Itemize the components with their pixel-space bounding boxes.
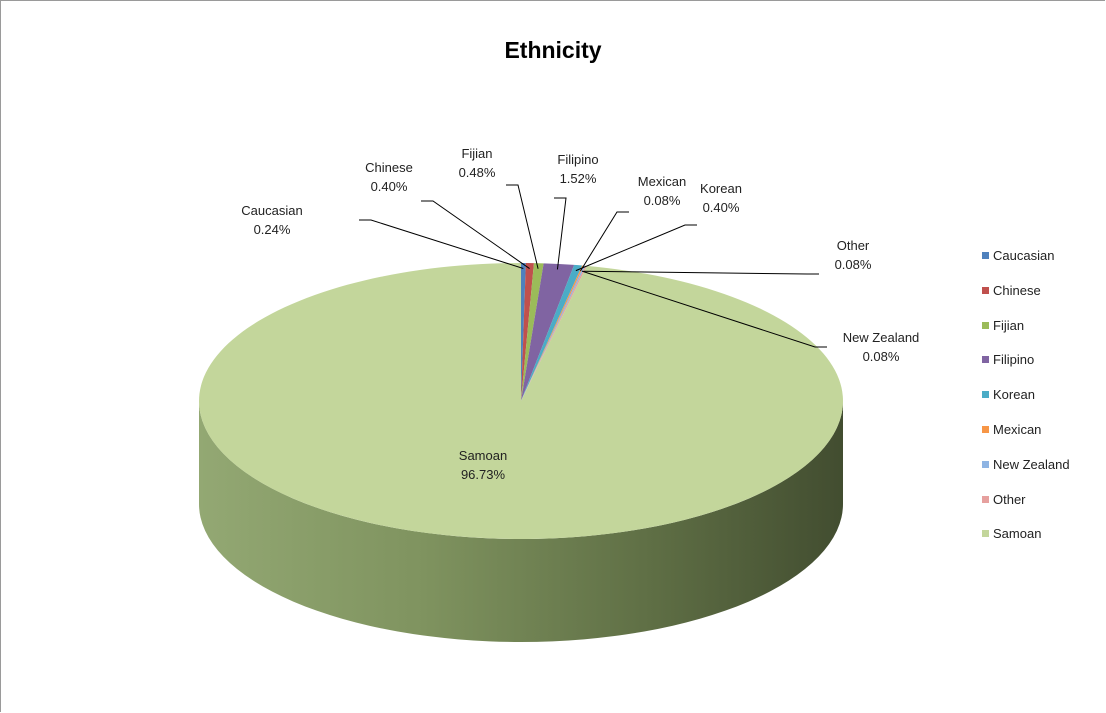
leader-line-new-zealand xyxy=(581,270,827,348)
leader-line-filipino xyxy=(554,197,567,270)
leader-line-korean xyxy=(575,224,697,272)
leader-line-other xyxy=(583,270,819,275)
leader-line-fijian xyxy=(506,184,539,269)
legend-swatch-new-zealand xyxy=(982,460,989,468)
data-label-name-caucasian: Caucasian xyxy=(241,203,302,218)
data-label-name-samoan: Samoan xyxy=(459,448,507,463)
pie-slices xyxy=(199,263,844,540)
legend: Caucasian Chinese Fijian Filipino Korean Mexi… xyxy=(982,247,1070,560)
pie-slice-korean xyxy=(521,264,583,401)
data-label-name-fijian: Fijian xyxy=(461,146,492,161)
legend-label-chinese: Chinese xyxy=(993,282,1041,298)
data-label-value-fijian: 0.48% xyxy=(459,165,496,180)
pie-slice-caucasian xyxy=(521,263,526,401)
legend-item-samoan: Samoan xyxy=(982,525,1070,560)
leader-lines xyxy=(359,184,827,348)
legend-label-fijian: Fijian xyxy=(993,317,1025,333)
pie-side-wall xyxy=(199,401,843,642)
pie-slice-filipino xyxy=(521,263,575,401)
data-label-value-mexican: 0.08% xyxy=(644,193,681,208)
leader-line-mexican xyxy=(580,211,629,272)
pie-slice-mexican xyxy=(521,265,584,401)
chart-title: Ethnicity xyxy=(504,37,602,63)
legend-item-caucasian: Caucasian xyxy=(982,247,1070,282)
data-label-value-filipino: 1.52% xyxy=(560,171,597,186)
data-label-name-other: Other xyxy=(837,238,870,253)
pie-slice-new-zealand xyxy=(521,265,586,401)
legend-label-korean: Korean xyxy=(993,387,1035,403)
pie-slice-samoan xyxy=(199,263,844,540)
legend-label-samoan: Samoan xyxy=(993,526,1042,542)
leader-line-caucasian xyxy=(359,219,524,270)
data-label-value-caucasian: 0.24% xyxy=(254,222,291,237)
legend-swatch-samoan xyxy=(982,530,989,538)
legend-item-filipino: Filipino xyxy=(982,351,1070,386)
legend-label-other: Other xyxy=(993,491,1026,507)
legend-swatch-filipino xyxy=(982,356,989,364)
legend-label-filipino: Filipino xyxy=(993,352,1035,368)
data-label-value-new-zealand: 0.08% xyxy=(863,349,900,364)
data-label-name-new-zealand: New Zealand xyxy=(843,330,920,345)
pie-slice-other xyxy=(521,265,587,401)
legend-item-mexican: Mexican xyxy=(982,421,1070,456)
pie-slice-chinese xyxy=(521,263,534,401)
legend-label-caucasian: Caucasian xyxy=(993,248,1055,263)
legend-label-mexican: Mexican xyxy=(993,421,1042,437)
pie-side xyxy=(199,401,843,642)
data-label-value-other: 0.08% xyxy=(835,257,872,272)
data-label-value-samoan: 96.73% xyxy=(461,467,506,482)
pie-slice-fijian xyxy=(521,263,544,401)
legend-swatch-mexican xyxy=(982,425,989,433)
legend-swatch-fijian xyxy=(982,321,989,329)
data-label-value-korean: 0.40% xyxy=(703,200,740,215)
legend-swatch-korean xyxy=(982,391,989,399)
legend-item-fijian: Fijian xyxy=(982,317,1070,352)
legend-label-new-zealand: New Zealand xyxy=(993,456,1070,472)
legend-item-other: Other xyxy=(982,491,1070,526)
legend-item-chinese: Chinese xyxy=(982,282,1070,317)
legend-swatch-other xyxy=(982,495,989,503)
legend-swatch-caucasian xyxy=(982,252,989,259)
data-label-name-chinese: Chinese xyxy=(365,160,413,175)
legend-item-new-zealand: New Zealand xyxy=(982,456,1070,491)
data-labels: Caucasian 0.24% Chinese 0.40% Fijian 0.48% Fil… xyxy=(241,146,919,482)
leader-line-chinese xyxy=(421,200,530,269)
data-label-name-filipino: Filipino xyxy=(557,152,598,167)
data-label-name-korean: Korean xyxy=(700,181,742,196)
legend-swatch-chinese xyxy=(982,286,989,294)
data-label-value-chinese: 0.40% xyxy=(371,179,408,194)
data-label-name-mexican: Mexican xyxy=(638,174,686,189)
legend-item-korean: Korean xyxy=(982,386,1070,421)
